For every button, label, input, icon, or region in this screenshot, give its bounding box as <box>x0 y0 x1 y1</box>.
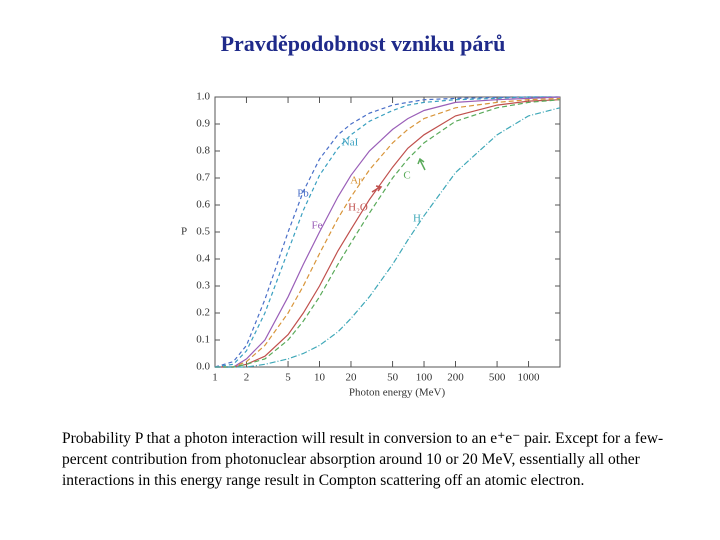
x-tick-label: 1 <box>212 372 218 384</box>
x-tick-label: 100 <box>416 372 433 384</box>
chart-title: Pravděpodobnost vzniku párů <box>221 31 506 56</box>
curve <box>214 96 560 368</box>
y-tick-label: 1.0 <box>196 91 210 103</box>
curve <box>214 96 560 368</box>
y-tick-label: 0.7 <box>196 172 210 184</box>
series-label: C <box>403 170 410 182</box>
x-tick-label: 200 <box>447 372 464 384</box>
curve <box>215 99 561 368</box>
series-label: H <box>413 213 421 225</box>
y-tick-label: 0.0 <box>196 361 210 373</box>
series-label: NaI <box>342 137 359 149</box>
y-tick-label: 0.2 <box>196 307 210 319</box>
plot-frame <box>214 96 561 368</box>
caption: Probability P that a photon interaction … <box>62 430 664 489</box>
x-tick-label: 5 <box>285 372 291 384</box>
y-tick-label: 0.4 <box>196 253 210 265</box>
x-tick-label: 2 <box>244 372 250 384</box>
arrow <box>417 157 426 171</box>
y-tick-label: 0.1 <box>196 334 210 346</box>
y-tick-label: 0.3 <box>196 280 210 292</box>
y-tick-label: 0.9 <box>196 118 210 130</box>
x-tick-label: 10 <box>314 372 326 384</box>
series-label: Ar <box>350 175 362 187</box>
series-label: H₂O <box>348 202 368 214</box>
y-axis-label: P <box>181 226 187 238</box>
series-label: Fe <box>312 220 323 232</box>
x-tick-label: 1000 <box>518 372 541 384</box>
y-tick-label: 0.8 <box>196 145 210 157</box>
y-tick-label: 0.6 <box>196 199 210 211</box>
curve <box>215 99 561 368</box>
series-label: Pb <box>297 188 309 200</box>
chart: Pravděpodobnost vzniku párů Photon energ… <box>181 31 561 399</box>
curve <box>215 97 561 368</box>
x-tick-label: 50 <box>387 372 399 384</box>
curve <box>215 107 561 368</box>
x-tick-label: 500 <box>489 372 506 384</box>
y-tick-label: 0.5 <box>196 226 210 238</box>
x-tick-label: 20 <box>345 372 357 384</box>
curve <box>215 96 561 368</box>
x-axis-label: Photon energy (MeV) <box>349 387 446 399</box>
